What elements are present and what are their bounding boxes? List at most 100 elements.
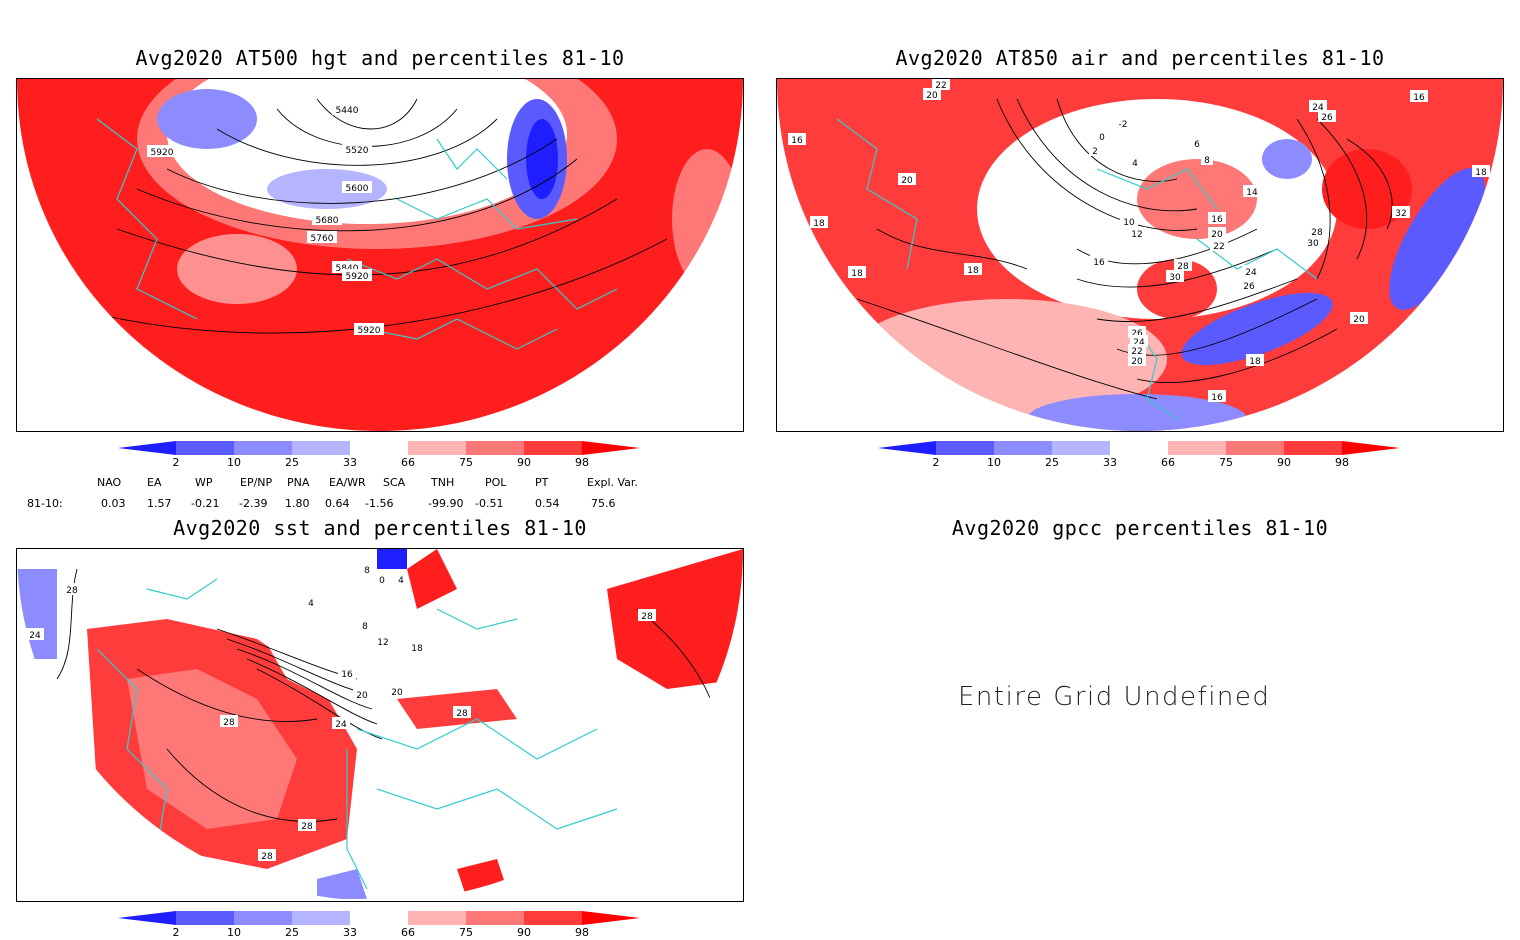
colorbar-segment bbox=[408, 911, 466, 925]
contour-label: 16 bbox=[1093, 258, 1105, 268]
contour-label: 28 bbox=[66, 586, 78, 596]
contour-label-bg bbox=[374, 635, 392, 647]
colorbar-svg bbox=[118, 441, 640, 455]
contour-label-bg bbox=[1350, 312, 1368, 324]
colorbar-segment bbox=[878, 441, 936, 455]
contour-label-bg bbox=[1242, 265, 1260, 277]
contour-label: 18 bbox=[967, 266, 979, 276]
contour-label-bg bbox=[388, 685, 406, 697]
colorbar-tick-label: 98 bbox=[1335, 456, 1349, 469]
colorbar-top-left: 2 10 25 33 66 75 90 98 bbox=[118, 440, 643, 470]
tele-header-cell: WP bbox=[195, 476, 213, 489]
contour-label-bg bbox=[332, 717, 350, 729]
tele-value-cell: -1.56 bbox=[365, 497, 394, 510]
contour-label: 24 bbox=[29, 631, 41, 641]
contour-label: 28 bbox=[223, 718, 235, 728]
colorbar-segment bbox=[408, 441, 466, 455]
contour-label: 5600 bbox=[346, 184, 369, 194]
contour-label: 26 bbox=[1321, 113, 1333, 123]
contour-label: 22 bbox=[1131, 347, 1142, 357]
contour-label-bg bbox=[342, 269, 372, 281]
colorbar-tick-label: 75 bbox=[459, 456, 473, 469]
colorbar-segment bbox=[292, 441, 350, 455]
colorbar-tick-label: 2 bbox=[172, 456, 180, 469]
contour-label-bg bbox=[1129, 156, 1141, 168]
contour-label: 16 bbox=[1211, 393, 1223, 403]
tele-header-cell: EA bbox=[147, 476, 162, 489]
contour-label-bg bbox=[1089, 144, 1101, 156]
contour-label: -2 bbox=[1119, 120, 1128, 130]
colorbar-segment bbox=[1110, 441, 1168, 455]
contour-label: 18 bbox=[411, 644, 423, 654]
contour-label: 28 bbox=[456, 709, 468, 719]
contour-label-bg bbox=[63, 583, 81, 595]
contour-label: 24 bbox=[1245, 268, 1257, 278]
tele-value-cell: -2.39 bbox=[239, 497, 268, 510]
contour-label: 5760 bbox=[311, 234, 334, 244]
colorbar-tick-label: 66 bbox=[401, 456, 415, 469]
contour-label-bg bbox=[1308, 225, 1326, 237]
contour-label: 26 bbox=[1243, 282, 1255, 292]
contour-label: 6 bbox=[1194, 140, 1200, 150]
contour-label: 30 bbox=[1169, 273, 1181, 283]
contour-label: 0 bbox=[379, 576, 385, 586]
contour-label-bg bbox=[305, 596, 317, 608]
colorbar-segment bbox=[582, 441, 640, 455]
contour-label-bg bbox=[1128, 344, 1146, 356]
contour-label: 20 bbox=[1353, 315, 1365, 325]
colorbar-tick-label: 75 bbox=[1219, 456, 1233, 469]
contour-label: 14 bbox=[1246, 188, 1258, 198]
contour-label: 20 bbox=[1211, 230, 1223, 240]
contour-label-bg bbox=[354, 323, 384, 335]
panel-title-at500: Avg2020 AT500 hgt and percentiles 81-10 bbox=[135, 46, 625, 70]
map-panel-at850: 22 20 16 20 18 18 18 0 -2 2 4 6 8 10 12 14 16 16 20 22 28 30 2… bbox=[776, 78, 1504, 432]
colorbar-tick-label: 33 bbox=[1103, 456, 1117, 469]
contour-label: 4 bbox=[398, 576, 404, 586]
colorbar-segment bbox=[1342, 441, 1400, 455]
colorbar-tick-label: 10 bbox=[227, 456, 241, 469]
contour-label-bg bbox=[964, 263, 982, 275]
tele-header-cell: Expl. Var. bbox=[587, 476, 638, 489]
colorbar-segment bbox=[1226, 441, 1284, 455]
contour-label: 30 bbox=[1307, 239, 1319, 249]
contour-label-bg bbox=[1243, 185, 1261, 197]
contour-label-bg bbox=[258, 849, 276, 861]
contour-label: 22 bbox=[935, 81, 946, 91]
contour-label-bg bbox=[220, 715, 238, 727]
contour-label-bg bbox=[923, 88, 941, 100]
colorbar-tick-label: 10 bbox=[227, 926, 241, 939]
colorbar-segment bbox=[994, 441, 1052, 455]
contour-label-bg bbox=[1128, 227, 1146, 239]
contour-label-bg bbox=[1208, 227, 1226, 239]
contour-label-bg bbox=[788, 133, 806, 145]
colorbar-svg bbox=[118, 911, 640, 925]
contour-label: 28 bbox=[641, 612, 653, 622]
contour-label: 16 bbox=[1413, 93, 1425, 103]
contour-label-bg bbox=[898, 173, 916, 185]
contour-label-bg bbox=[1166, 270, 1184, 282]
contour-label: 26 bbox=[1131, 329, 1143, 339]
contour-label: 20 bbox=[356, 691, 368, 701]
contour-label: 28 bbox=[1311, 228, 1323, 238]
tele-header-cell: NAO bbox=[97, 476, 122, 489]
tele-header-cell: PNA bbox=[287, 476, 310, 489]
contour-label: 5520 bbox=[346, 146, 369, 156]
colorbar-segment bbox=[582, 911, 640, 925]
contour-label: 24 bbox=[335, 720, 347, 730]
colorbar-tick-label: 66 bbox=[1161, 456, 1175, 469]
colorbar-tick-label: 98 bbox=[575, 456, 589, 469]
contour-label-bg bbox=[332, 103, 362, 115]
contour-labels-sst: 282481216202428282828282018840428 bbox=[26, 563, 656, 862]
tele-value-cell: 75.6 bbox=[591, 497, 616, 510]
colorbar-tick-label: 2 bbox=[172, 926, 180, 939]
contour-label-bg bbox=[1114, 117, 1132, 129]
colorbar-segment bbox=[176, 441, 234, 455]
contour-label: 12 bbox=[1131, 230, 1142, 240]
contour-label: 8 bbox=[362, 622, 368, 632]
contour-label: 20 bbox=[901, 176, 913, 186]
contour-label-bg bbox=[932, 79, 950, 90]
contour-label: 18 bbox=[1249, 357, 1261, 367]
tele-value-cell: -0.51 bbox=[475, 497, 504, 510]
colorbar-segment bbox=[350, 911, 408, 925]
